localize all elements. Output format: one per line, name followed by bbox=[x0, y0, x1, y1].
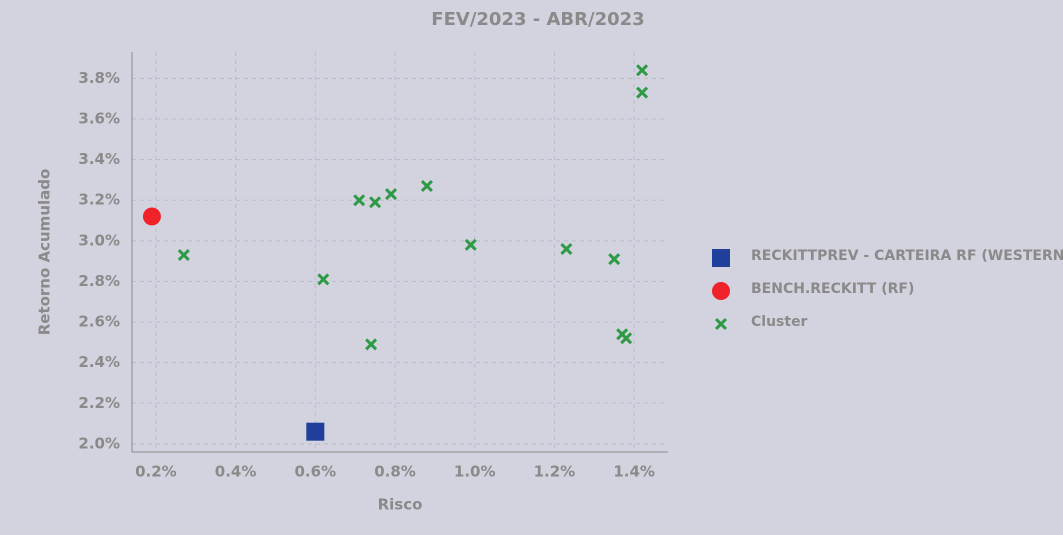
legend-marker bbox=[712, 282, 730, 300]
point bbox=[636, 64, 649, 77]
x-tick-label: 0.4% bbox=[215, 463, 257, 481]
y-tick-label: 2.0% bbox=[78, 434, 120, 452]
legend-marker bbox=[712, 249, 730, 267]
point bbox=[317, 273, 330, 286]
x-axis-label: Risco bbox=[378, 496, 423, 514]
y-tick-label: 3.6% bbox=[78, 110, 120, 128]
y-tick-label: 3.0% bbox=[78, 231, 120, 249]
x-tick-label: 0.2% bbox=[135, 463, 177, 481]
y-tick-label: 2.2% bbox=[78, 394, 120, 412]
y-tick-label: 3.8% bbox=[78, 69, 120, 87]
y-tick-label: 2.6% bbox=[78, 313, 120, 331]
x-tick-label: 1.0% bbox=[454, 463, 496, 481]
point bbox=[177, 249, 190, 262]
legend-label: RECKITTPREV - CARTEIRA RF (WESTERN) bbox=[751, 248, 1063, 264]
point bbox=[560, 242, 573, 255]
x-tick-label: 0.6% bbox=[295, 463, 337, 481]
y-tick-label: 2.4% bbox=[78, 353, 120, 371]
y-tick-label: 3.2% bbox=[78, 191, 120, 209]
point bbox=[385, 188, 398, 201]
y-tick-label: 2.8% bbox=[78, 272, 120, 290]
point bbox=[636, 86, 649, 99]
legend-marker bbox=[714, 317, 728, 331]
point bbox=[306, 422, 325, 441]
y-axis-label: Retorno Acumulado bbox=[36, 169, 54, 336]
point bbox=[464, 238, 477, 251]
point bbox=[620, 332, 633, 345]
point bbox=[608, 253, 621, 266]
legend-label: BENCH.RECKITT (RF) bbox=[751, 281, 914, 297]
y-tick-label: 3.4% bbox=[78, 150, 120, 168]
x-tick-label: 1.4% bbox=[613, 463, 655, 481]
point bbox=[420, 179, 433, 193]
point bbox=[142, 207, 161, 226]
x-tick-label: 1.2% bbox=[534, 463, 576, 481]
point bbox=[353, 194, 366, 207]
chart-title: FEV/2023 - ABR/2023 bbox=[431, 9, 644, 30]
point bbox=[369, 196, 382, 209]
point bbox=[365, 338, 378, 351]
legend-label: Cluster bbox=[751, 314, 808, 330]
x-tick-label: 0.8% bbox=[374, 463, 416, 481]
